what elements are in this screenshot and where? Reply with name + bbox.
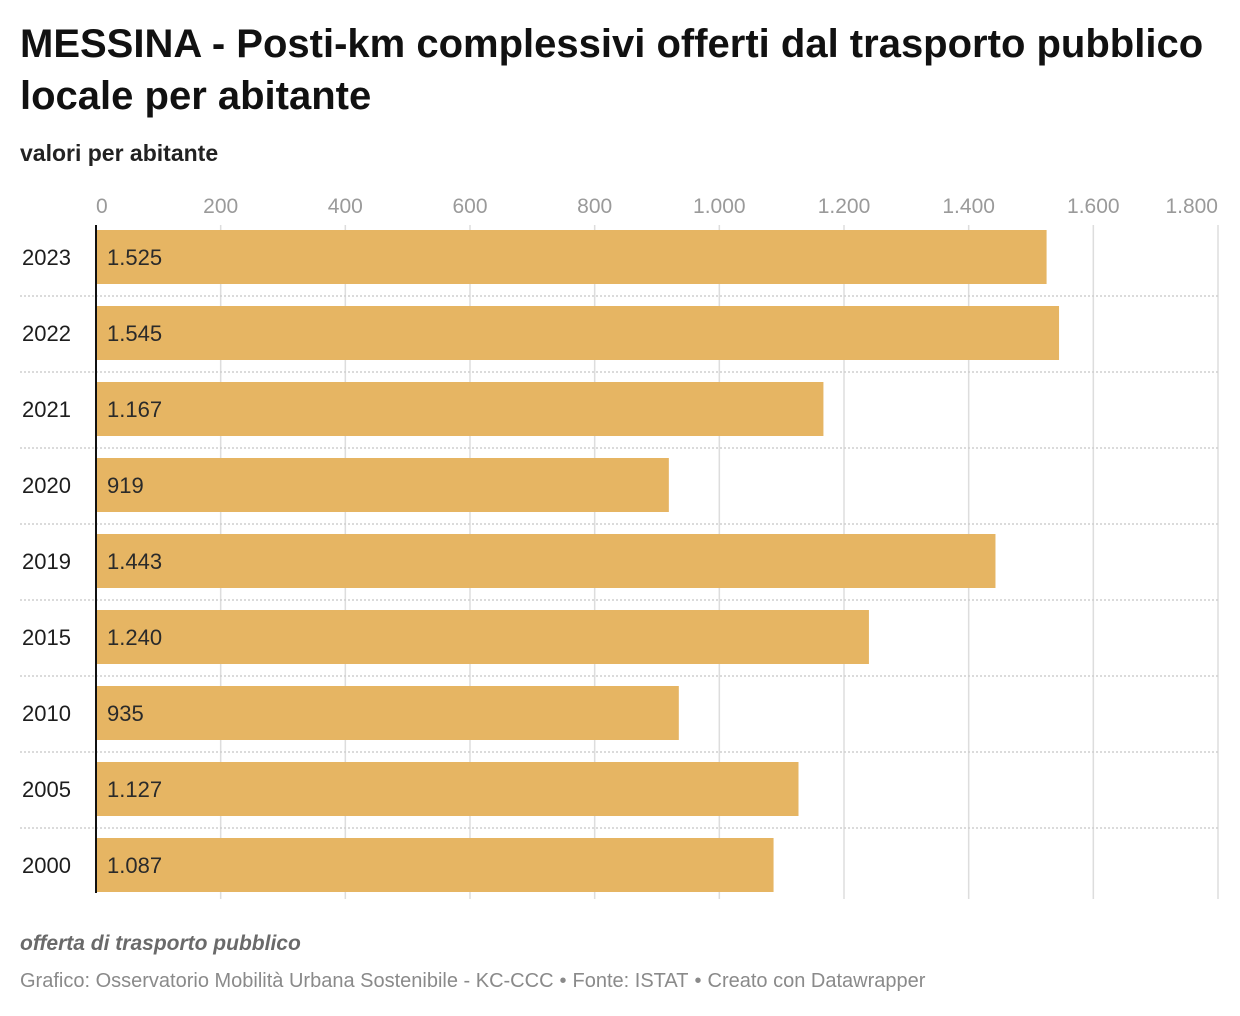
chart-notes: offerta di trasporto pubblico	[20, 932, 301, 955]
bar-value-label: 1.087	[107, 853, 162, 878]
category-label: 2000	[22, 853, 71, 878]
x-tick-label: 0	[96, 195, 108, 218]
bar-value-label: 1.443	[107, 549, 162, 574]
chart-credit: Grafico: Osservatorio Mobilità Urbana So…	[20, 970, 554, 992]
bar-value-label: 1.127	[107, 777, 162, 802]
x-tick-label: 1.200	[818, 195, 871, 218]
x-tick-label: 1.000	[693, 195, 746, 218]
x-tick-label: 1.600	[1067, 195, 1120, 218]
chart-footer: Grafico: Osservatorio Mobilità Urbana So…	[20, 970, 925, 993]
category-label: 2022	[22, 321, 71, 346]
x-tick-label: 1.400	[942, 195, 995, 218]
x-tick-label: 800	[577, 195, 612, 218]
bar-value-label: 1.545	[107, 321, 162, 346]
category-label: 2019	[22, 549, 71, 574]
x-tick-label: 200	[203, 195, 238, 218]
bar-value-label: 935	[107, 701, 144, 726]
bar	[96, 762, 799, 816]
bar	[96, 306, 1060, 360]
x-tick-label: 400	[328, 195, 363, 218]
category-label: 2021	[22, 397, 71, 422]
category-label: 2005	[22, 777, 71, 802]
footer-separator: •	[694, 970, 702, 992]
bar-value-label: 919	[107, 473, 144, 498]
bar-value-label: 1.167	[107, 397, 162, 422]
bar	[96, 686, 679, 740]
bar-chart: 0 200 400 600 800 1.000 1.200 1.400 1.600 1.800 20…	[20, 195, 1219, 899]
bar	[96, 382, 824, 436]
category-label: 2010	[22, 701, 71, 726]
bar-value-label: 1.525	[107, 245, 162, 270]
bar	[96, 610, 869, 664]
chart-source: Fonte: ISTAT	[572, 970, 689, 992]
bar-value-label: 1.240	[107, 625, 162, 650]
bar	[96, 458, 669, 512]
chart-title: MESSINA - Posti-km complessivi offerti d…	[20, 22, 1204, 118]
category-label: 2023	[22, 245, 71, 270]
x-tick-label: 1.800	[1165, 195, 1218, 218]
chart-subtitle: valori per abitante	[20, 140, 219, 166]
bar	[96, 838, 774, 892]
chart-made-with: Creato con Datawrapper	[707, 970, 926, 992]
x-tick-label: 600	[452, 195, 487, 218]
footer-separator: •	[559, 970, 567, 992]
bar	[96, 534, 996, 588]
bar	[96, 230, 1047, 284]
category-label: 2015	[22, 625, 71, 650]
category-label: 2020	[22, 473, 71, 498]
